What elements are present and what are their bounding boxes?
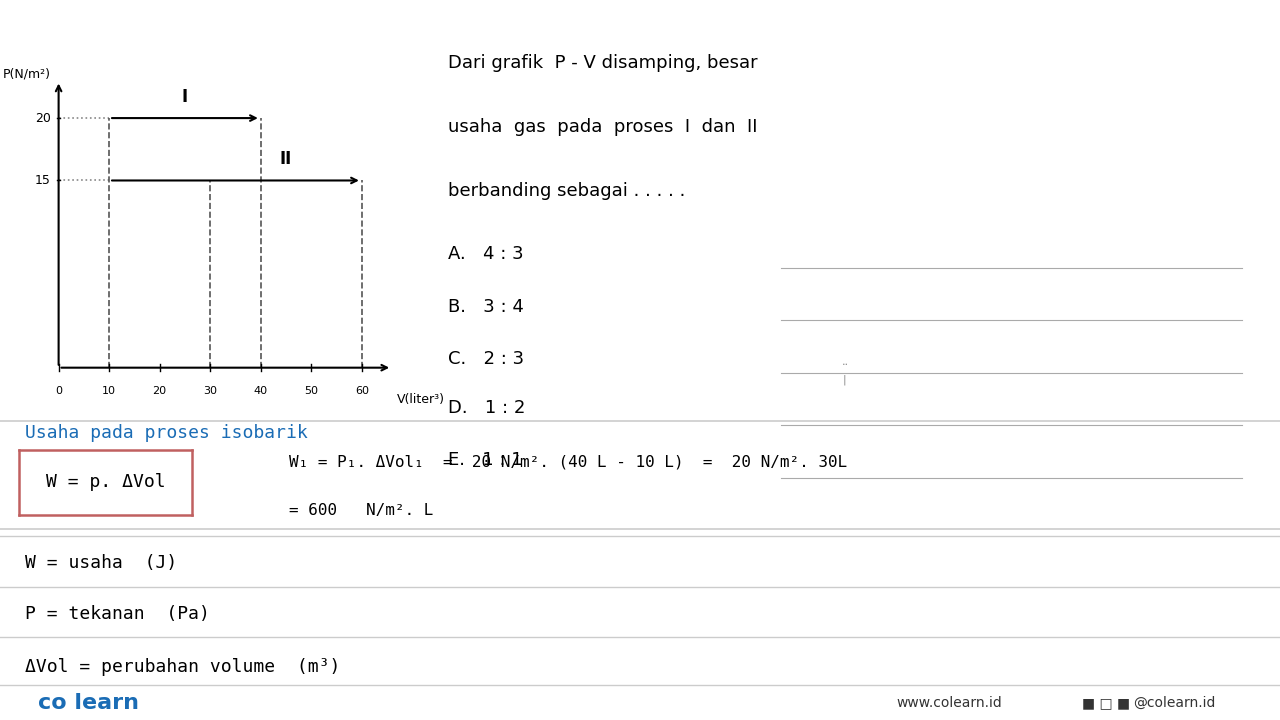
- Text: Dari grafik  P - V disamping, besar: Dari grafik P - V disamping, besar: [448, 55, 758, 73]
- Text: @colearn.id: @colearn.id: [1133, 696, 1215, 710]
- Text: usaha  gas  pada  proses  I  dan  II: usaha gas pada proses I dan II: [448, 118, 758, 136]
- Text: = 600   N/m². L: = 600 N/m². L: [289, 503, 433, 518]
- Text: |: |: [844, 375, 846, 385]
- Text: 20: 20: [35, 112, 51, 125]
- Text: 60: 60: [355, 387, 369, 397]
- Text: V(liter³): V(liter³): [397, 392, 445, 405]
- Text: 40: 40: [253, 387, 268, 397]
- Text: I: I: [182, 88, 188, 106]
- Text: II: II: [280, 150, 292, 168]
- Text: co learn: co learn: [38, 693, 140, 713]
- Text: 30: 30: [204, 387, 218, 397]
- Text: 0: 0: [55, 387, 63, 397]
- Text: A.   4 : 3: A. 4 : 3: [448, 246, 524, 264]
- Text: P = tekanan  (Pa): P = tekanan (Pa): [26, 605, 210, 623]
- Text: ⋅⋅: ⋅⋅: [841, 360, 849, 370]
- Text: B.   3 : 4: B. 3 : 4: [448, 298, 524, 316]
- Text: 50: 50: [305, 387, 319, 397]
- Text: 10: 10: [102, 387, 116, 397]
- Text: P(N/m²): P(N/m²): [3, 68, 51, 81]
- Text: berbanding sebagai . . . . .: berbanding sebagai . . . . .: [448, 181, 685, 199]
- Text: D.   1 : 2: D. 1 : 2: [448, 399, 525, 417]
- Text: ΔVol = perubahan volume  (m³): ΔVol = perubahan volume (m³): [26, 657, 340, 675]
- Text: W = usaha  (J): W = usaha (J): [26, 554, 178, 572]
- Text: 15: 15: [35, 174, 51, 187]
- Text: Usaha pada proses isobarik: Usaha pada proses isobarik: [26, 424, 308, 442]
- Text: 20: 20: [152, 387, 166, 397]
- Text: ■ □ ■: ■ □ ■: [1082, 696, 1130, 710]
- Text: C.   2 : 3: C. 2 : 3: [448, 350, 524, 368]
- Text: www.colearn.id: www.colearn.id: [896, 696, 1002, 710]
- Text: W₁ = P₁. ΔVol₁  =  20 N/m². (40 L - 10 L)  =  20 N/m². 30L: W₁ = P₁. ΔVol₁ = 20 N/m². (40 L - 10 L) …: [289, 454, 847, 469]
- Text: W = p. ΔVol: W = p. ΔVol: [46, 474, 165, 491]
- Text: E.   1 : 1: E. 1 : 1: [448, 451, 522, 469]
